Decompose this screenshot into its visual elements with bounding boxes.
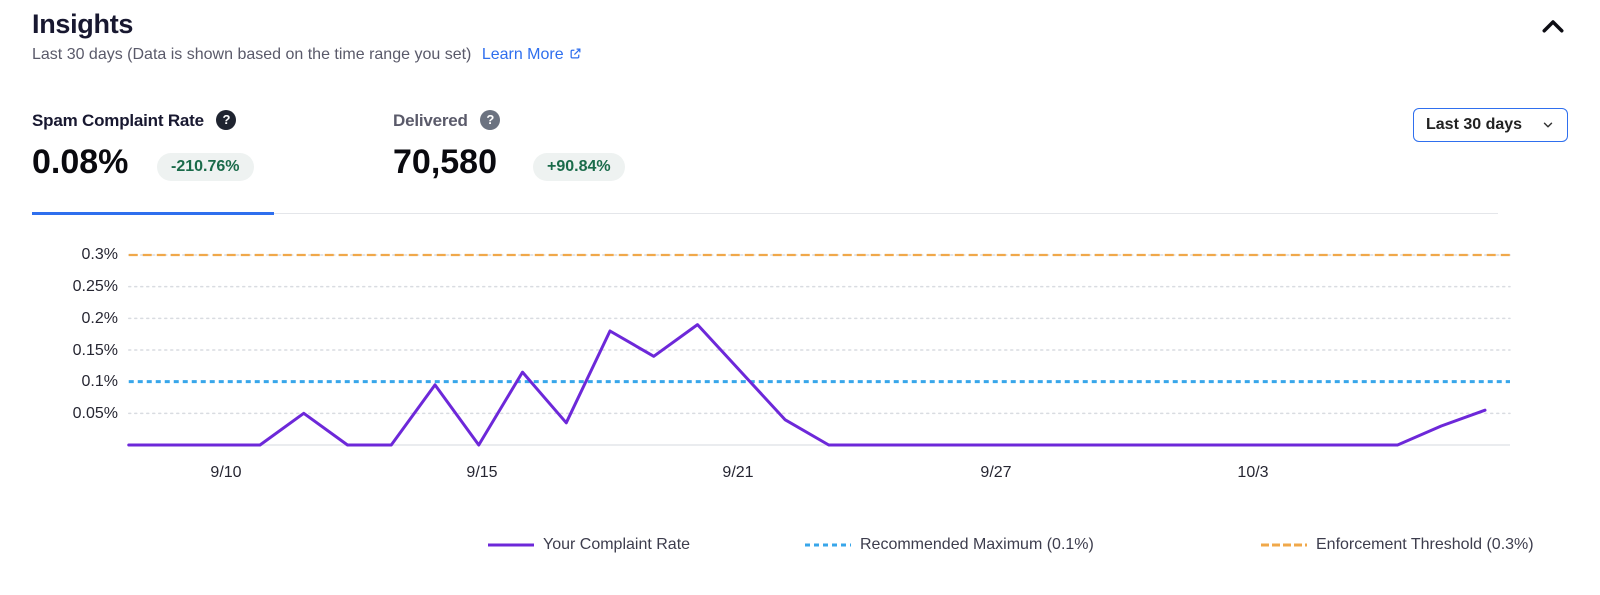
svg-text:9/21: 9/21	[722, 464, 753, 481]
svg-text:0.1%: 0.1%	[82, 373, 118, 390]
svg-text:0.2%: 0.2%	[82, 310, 118, 327]
svg-text:0.3%: 0.3%	[82, 246, 118, 263]
svg-text:9/10: 9/10	[210, 464, 241, 481]
svg-text:0.25%: 0.25%	[73, 278, 118, 295]
svg-text:9/15: 9/15	[466, 464, 497, 481]
svg-text:0.15%: 0.15%	[73, 342, 118, 359]
svg-text:0.05%: 0.05%	[73, 405, 118, 422]
svg-text:10/3: 10/3	[1237, 464, 1268, 481]
svg-text:9/27: 9/27	[980, 464, 1011, 481]
